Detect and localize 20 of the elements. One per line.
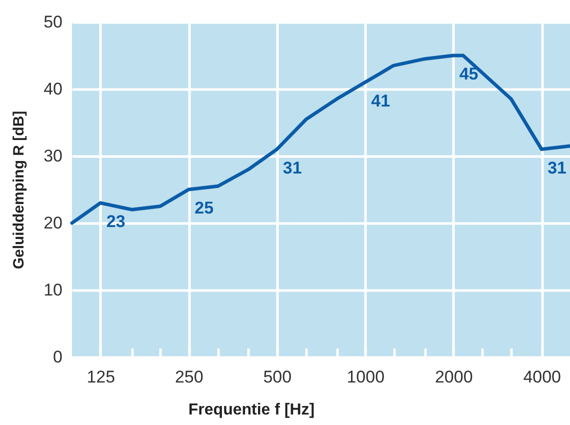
x-tick-label: 4000 <box>523 368 562 386</box>
y-axis-title: Geluiddemping R [dB] <box>10 110 28 270</box>
y-tick-label: 50 <box>44 12 62 32</box>
x-tick-label: 2000 <box>434 368 473 386</box>
x-tick-label: 125 <box>86 368 116 386</box>
x-tick-label: 250 <box>174 368 204 386</box>
y-tick-label: 10 <box>44 280 62 300</box>
data-label: 31 <box>548 158 567 178</box>
x-axis-title: Frequentie f [Hz] <box>188 402 315 418</box>
data-label: 31 <box>282 158 302 178</box>
data-label: 45 <box>459 64 478 84</box>
data-label: 41 <box>371 91 390 110</box>
y-tick-label: 30 <box>44 146 62 166</box>
y-tick-label: 40 <box>44 80 62 98</box>
y-tick-label: 20 <box>44 214 62 232</box>
x-tick-label: 1000 <box>346 368 385 386</box>
x-tick-label: 500 <box>263 368 292 386</box>
data-label: 23 <box>106 212 126 231</box>
y-tick-label: 0 <box>53 348 62 366</box>
data-label: 25 <box>194 198 214 218</box>
